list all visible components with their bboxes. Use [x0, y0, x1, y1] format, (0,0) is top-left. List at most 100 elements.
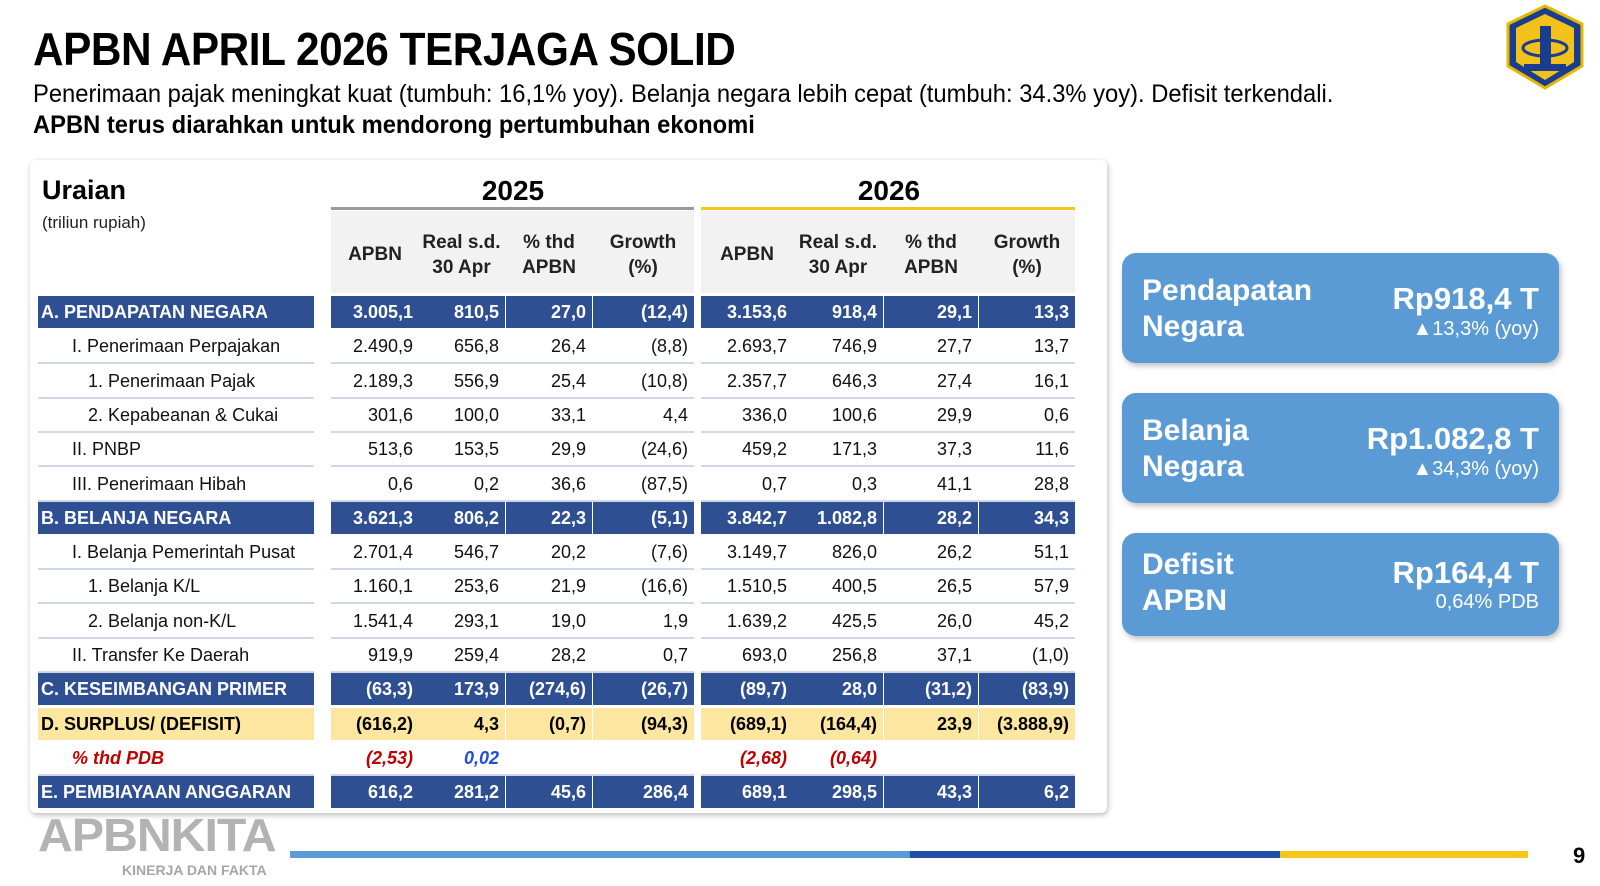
page-title: APBN APRIL 2026 TERJAGA SOLID: [33, 23, 736, 75]
table-cell: (2,53): [365, 747, 413, 768]
table-cell: (12,4): [593, 296, 694, 328]
row-separator: [701, 430, 1075, 433]
table-cell: 2.357,7: [726, 370, 787, 391]
table-cell: 0,7: [662, 645, 688, 665]
colhead-bg-2026: [701, 211, 1075, 293]
table-cell: 28,8: [1033, 473, 1069, 494]
kpi-sub: 0,64% PDB: [1435, 591, 1539, 613]
row-label: 1. Belanja K/L: [88, 576, 201, 597]
table-cell: 298,5: [793, 776, 883, 809]
table-cell: 27,4: [936, 370, 972, 391]
table-cell: (274,6): [506, 673, 592, 706]
table-cell: 616,2: [331, 776, 419, 809]
table-cell: 0,6: [1043, 404, 1069, 425]
table-cell: 806,2: [418, 501, 505, 534]
table-cell: (94,3): [593, 707, 694, 740]
table-cell: (2,68): [739, 747, 787, 768]
table-cell: 28,2: [884, 501, 978, 534]
row-label: D. SURPLUS/ (DEFISIT): [38, 707, 314, 740]
row-separator: [38, 773, 314, 776]
table-cell: 57,9: [1033, 576, 1069, 597]
table-cell: 0,3: [851, 473, 877, 494]
kpi-sub: ▲13,3% (yoy): [1412, 318, 1539, 340]
table-cell: 400,5: [831, 576, 877, 597]
table-cell: 693,0: [741, 645, 787, 665]
table-cell: (8,8): [650, 336, 688, 357]
table-cell: 6,2: [979, 776, 1075, 809]
table-cell: 0,2: [473, 473, 499, 494]
table-cell: 26,4: [550, 336, 586, 357]
uraian-header: Uraian: [42, 175, 127, 205]
column-header: % thd APBN: [522, 232, 576, 278]
column-header: Real s.d. 30 Apr: [422, 232, 501, 278]
table-cell: [884, 742, 978, 774]
table-cell: 28,0: [793, 673, 883, 706]
table-cell: (0,7): [506, 707, 592, 740]
table-cell: (164,4): [793, 707, 883, 740]
table-cell: (1,0): [1031, 645, 1069, 665]
kpi-value: Rp164,4 T: [1392, 555, 1539, 590]
table-cell: (87,5): [640, 473, 688, 494]
table-cell: 3.842,7: [701, 501, 793, 534]
table-cell: 3.149,7: [726, 542, 787, 563]
row-separator: [38, 362, 314, 365]
column-header: APBN: [720, 244, 774, 265]
column-header: APBN: [348, 244, 402, 265]
column-header: Growth (%): [993, 232, 1061, 278]
row-label: B. BELANJA NEGARA: [38, 501, 314, 534]
kpi-label: Belanja Negara: [1142, 414, 1249, 483]
table-cell: 810,5: [418, 296, 505, 328]
table-cell: 37,1: [936, 645, 972, 665]
table-cell: 36,6: [550, 473, 586, 494]
table-cell: (26,7): [593, 673, 694, 706]
table-cell: 51,1: [1033, 542, 1069, 563]
table-cell: 43,3: [884, 776, 978, 809]
row-separator: [38, 499, 314, 502]
table-cell: (63,3): [331, 673, 419, 706]
table-cell: [593, 742, 694, 774]
table-cell: 546,7: [453, 542, 499, 563]
table-cell: 27,7: [936, 336, 972, 357]
table-cell: 425,5: [831, 610, 877, 631]
table-cell: 919,9: [367, 645, 413, 665]
table-cell: 21,9: [550, 576, 586, 597]
row-separator: [701, 499, 1075, 502]
table-cell: (89,7): [701, 673, 793, 706]
row-separator: [331, 602, 694, 605]
row-separator: [38, 602, 314, 605]
row-separator: [331, 430, 694, 433]
table-cell: 45,6: [506, 776, 592, 809]
table-cell: 26,0: [936, 610, 972, 631]
table-cell: (616,2): [331, 707, 419, 740]
table-cell: 1.639,2: [726, 610, 787, 631]
table-cell: 1.160,1: [352, 576, 413, 597]
column-header: Growth (%): [609, 232, 677, 278]
kpi-value: Rp918,4 T: [1392, 281, 1539, 316]
row-separator: [38, 430, 314, 433]
apbnkita-tagline: KINERJA DAN FAKTA: [122, 862, 267, 878]
table-cell: 336,0: [741, 404, 787, 425]
table-cell: 3.621,3: [331, 501, 419, 534]
table-cell: 16,1: [1033, 370, 1069, 391]
row-separator: [38, 671, 314, 673]
table-cell: 0,6: [387, 473, 413, 494]
colhead-bg-2025: [331, 211, 694, 293]
table-cell: 171,3: [831, 439, 877, 460]
kpi-sub: ▲34,3% (yoy): [1412, 458, 1539, 480]
table-cell: 3.153,6: [701, 296, 793, 328]
row-separator: [701, 568, 1075, 571]
table-cell: (3.888,9): [979, 707, 1075, 740]
apbnkita-logo: APBNKITA: [38, 809, 277, 861]
row-separator: [701, 396, 1075, 399]
table-cell: 4,3: [418, 707, 505, 740]
row-label: II. PNBP: [72, 439, 142, 460]
footer-bar-dark: [910, 851, 1280, 858]
table-cell: (10,8): [640, 370, 688, 391]
row-separator: [38, 568, 314, 571]
page-subtitle: Penerimaan pajak meningkat kuat (tumbuh:…: [33, 80, 1334, 108]
row-separator: [331, 671, 694, 673]
page-number: 9: [1573, 843, 1586, 868]
table-cell: (689,1): [701, 707, 793, 740]
row-separator: [701, 465, 1075, 468]
table-cell: 13,3: [979, 296, 1075, 328]
